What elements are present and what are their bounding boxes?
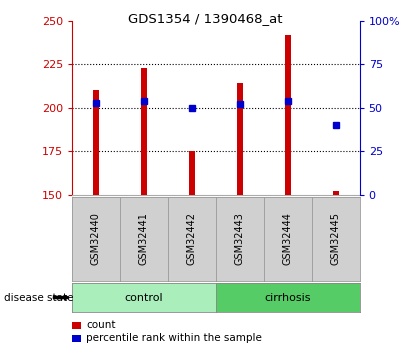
Text: cirrhosis: cirrhosis xyxy=(264,293,311,303)
Bar xyxy=(237,83,242,195)
Text: control: control xyxy=(125,293,163,303)
Bar xyxy=(93,90,99,195)
Text: percentile rank within the sample: percentile rank within the sample xyxy=(86,333,262,343)
Text: GDS1354 / 1390468_at: GDS1354 / 1390468_at xyxy=(128,12,283,25)
Bar xyxy=(333,191,339,195)
Bar xyxy=(189,151,195,195)
Text: GSM32442: GSM32442 xyxy=(187,213,197,265)
Text: GSM32440: GSM32440 xyxy=(91,213,101,265)
Text: GSM32445: GSM32445 xyxy=(331,213,341,265)
Text: GSM32444: GSM32444 xyxy=(283,213,293,265)
Text: GSM32441: GSM32441 xyxy=(139,213,149,265)
Bar xyxy=(285,34,291,195)
Text: count: count xyxy=(86,321,115,330)
Text: disease state: disease state xyxy=(4,293,74,303)
Bar xyxy=(141,68,147,195)
Text: GSM32443: GSM32443 xyxy=(235,213,245,265)
